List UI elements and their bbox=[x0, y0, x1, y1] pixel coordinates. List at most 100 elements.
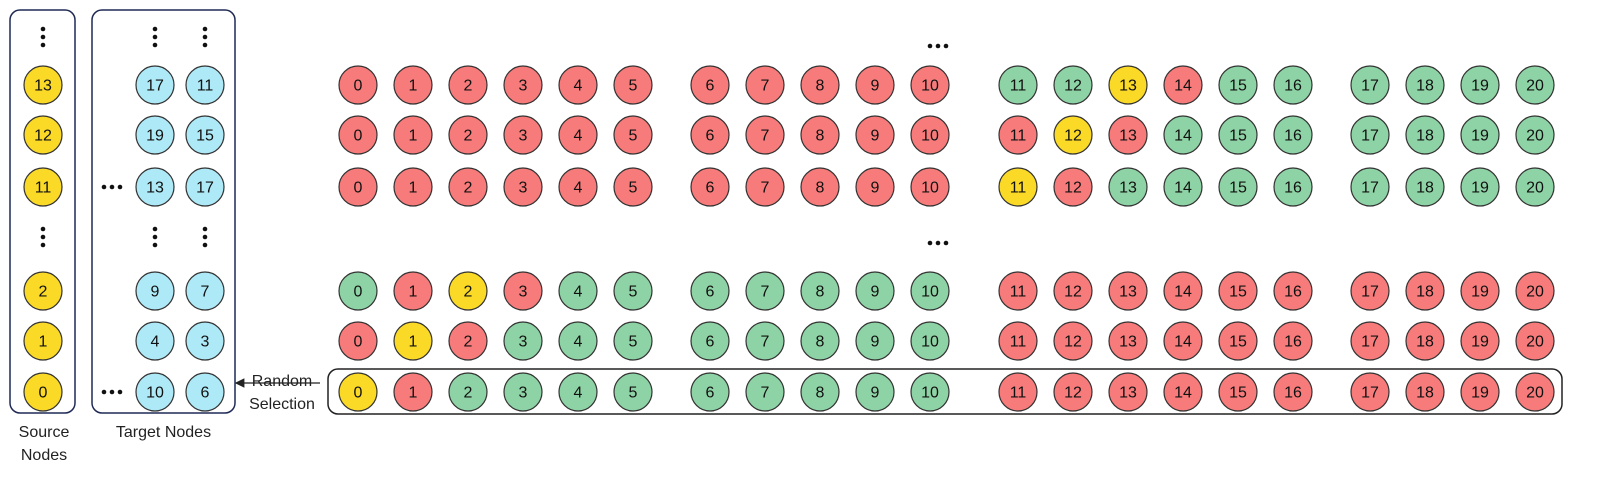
node: 14 bbox=[1163, 271, 1203, 311]
node: 11 bbox=[185, 65, 225, 105]
node-circle bbox=[1515, 271, 1555, 311]
node-label: 13 bbox=[1119, 334, 1137, 351]
node-label: 1 bbox=[409, 284, 418, 301]
node-circle bbox=[503, 372, 543, 412]
node-circle bbox=[135, 115, 175, 155]
node: 9 bbox=[855, 372, 895, 412]
source-box bbox=[9, 9, 76, 414]
node-label: 10 bbox=[921, 128, 939, 145]
node: 20 bbox=[1515, 372, 1555, 412]
node-label: 8 bbox=[816, 180, 825, 197]
node-circle bbox=[613, 372, 653, 412]
node: 3 bbox=[503, 65, 543, 105]
node: 4 bbox=[558, 65, 598, 105]
node-circle bbox=[1108, 271, 1148, 311]
node-circle bbox=[135, 321, 175, 361]
node: 10 bbox=[910, 321, 950, 361]
node: 14 bbox=[1163, 65, 1203, 105]
node-circle bbox=[800, 115, 840, 155]
node: 7 bbox=[745, 167, 785, 207]
node-label: 17 bbox=[1361, 385, 1379, 402]
node: 3 bbox=[503, 321, 543, 361]
node-label: 10 bbox=[921, 78, 939, 95]
node-label: 15 bbox=[1229, 334, 1247, 351]
node: 1 bbox=[393, 321, 433, 361]
node-circle bbox=[1108, 65, 1148, 105]
node-label: 1 bbox=[409, 128, 418, 145]
node: 12 bbox=[23, 115, 63, 155]
node-label: 2 bbox=[464, 334, 473, 351]
node-label: 15 bbox=[196, 128, 214, 145]
node-circle bbox=[135, 167, 175, 207]
node: 8 bbox=[800, 321, 840, 361]
node-label: 4 bbox=[151, 334, 160, 351]
node: 8 bbox=[800, 167, 840, 207]
node-circle bbox=[1350, 115, 1390, 155]
node: 5 bbox=[613, 271, 653, 311]
node-circle bbox=[185, 321, 225, 361]
node-label: 12 bbox=[1064, 334, 1082, 351]
node-label: 6 bbox=[706, 180, 715, 197]
node-label: 11 bbox=[35, 180, 52, 197]
node: 12 bbox=[1053, 271, 1093, 311]
node-circle bbox=[1405, 321, 1445, 361]
node-circle bbox=[1108, 167, 1148, 207]
node-circle bbox=[1053, 167, 1093, 207]
node-circle bbox=[1163, 167, 1203, 207]
node-label: 7 bbox=[201, 284, 210, 301]
ellipsis-group bbox=[40, 26, 949, 395]
node-label: 7 bbox=[761, 78, 770, 95]
node-label: 18 bbox=[1416, 128, 1434, 145]
node-circle bbox=[1273, 321, 1313, 361]
node-circle bbox=[855, 115, 895, 155]
node-label: 20 bbox=[1526, 128, 1544, 145]
node-label: 6 bbox=[706, 385, 715, 402]
node-circle bbox=[448, 372, 488, 412]
node: 10 bbox=[910, 167, 950, 207]
node: 3 bbox=[503, 167, 543, 207]
vertical-ellipsis bbox=[202, 226, 208, 248]
node-circle bbox=[1273, 115, 1313, 155]
node: 18 bbox=[1405, 271, 1445, 311]
node: 9 bbox=[135, 271, 175, 311]
node-label: 10 bbox=[146, 385, 164, 402]
node-label: 16 bbox=[1284, 180, 1302, 197]
node-label: 2 bbox=[464, 284, 473, 301]
node-label: 13 bbox=[1119, 78, 1137, 95]
node-circle bbox=[855, 167, 895, 207]
node: 16 bbox=[1273, 167, 1313, 207]
node: 20 bbox=[1515, 115, 1555, 155]
node: 0 bbox=[338, 115, 378, 155]
node-circle bbox=[1218, 372, 1258, 412]
node-circle bbox=[1460, 321, 1500, 361]
node: 12 bbox=[1053, 115, 1093, 155]
node-circle bbox=[23, 167, 63, 207]
horizontal-ellipsis bbox=[927, 240, 949, 246]
node-label: 11 bbox=[1010, 284, 1027, 301]
node-circle bbox=[338, 115, 378, 155]
node-label: 2 bbox=[464, 180, 473, 197]
node: 9 bbox=[855, 167, 895, 207]
node-circle bbox=[338, 167, 378, 207]
node-circle bbox=[1163, 115, 1203, 155]
node: 6 bbox=[690, 115, 730, 155]
node: 17 bbox=[185, 167, 225, 207]
node-circle bbox=[1218, 167, 1258, 207]
node-label: 17 bbox=[146, 78, 164, 95]
node: 17 bbox=[1350, 271, 1390, 311]
node-circle bbox=[690, 372, 730, 412]
node: 0 bbox=[338, 271, 378, 311]
node-label: 16 bbox=[1284, 128, 1302, 145]
node: 2 bbox=[448, 115, 488, 155]
node-circle bbox=[800, 372, 840, 412]
node: 18 bbox=[1405, 115, 1445, 155]
node-label: 13 bbox=[34, 78, 52, 95]
node: 17 bbox=[1350, 167, 1390, 207]
node-circle bbox=[1053, 65, 1093, 105]
node-circle bbox=[393, 372, 433, 412]
node: 19 bbox=[1460, 115, 1500, 155]
node: 14 bbox=[1163, 321, 1203, 361]
node-circle bbox=[690, 65, 730, 105]
node-label: 11 bbox=[1010, 180, 1027, 197]
node-label: 18 bbox=[1416, 334, 1434, 351]
